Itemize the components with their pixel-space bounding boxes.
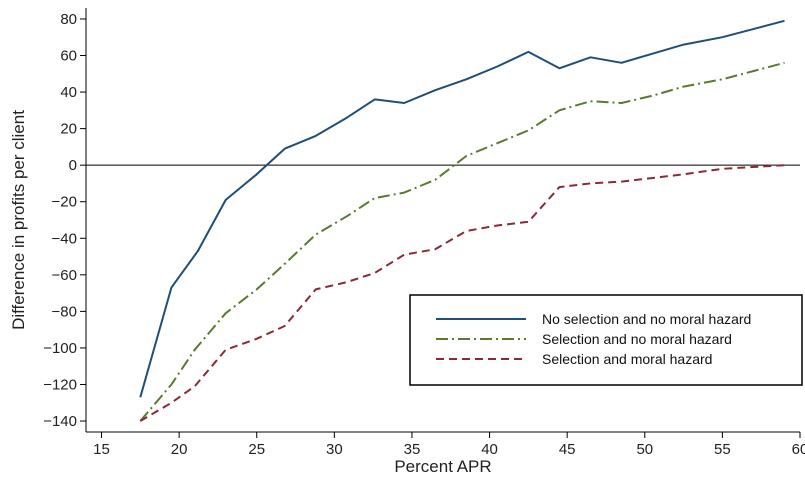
x-tick-label: 40 xyxy=(481,441,498,458)
y-tick-label: 40 xyxy=(60,84,77,101)
y-tick-label: 60 xyxy=(60,48,77,65)
legend-box xyxy=(409,294,803,386)
y-tick-label: 20 xyxy=(60,121,77,138)
legend: No selection and no moral hazard Selectio… xyxy=(409,294,803,386)
series-line-2 xyxy=(139,61,785,422)
x-tick-label: 25 xyxy=(248,441,265,458)
legend-label-1: No selection and no moral hazard xyxy=(542,311,751,327)
y-tick-label: −60 xyxy=(52,267,77,284)
series-layer xyxy=(139,19,785,422)
x-tick-label: 35 xyxy=(404,441,421,458)
legend-label-2: Selection and no moral hazard xyxy=(542,331,732,347)
y-tick-label: 0 xyxy=(69,157,77,174)
y-tick-label: 80 xyxy=(60,11,77,28)
series-line-3 xyxy=(139,164,785,422)
y-tick-label: −80 xyxy=(52,303,77,320)
series-line-1 xyxy=(139,19,785,398)
x-tick-label: 30 xyxy=(326,441,343,458)
x-axis: 15 20 25 30 35 40 45 50 55 60 xyxy=(93,432,805,458)
y-tick-label: −20 xyxy=(52,194,77,211)
y-axis-title: Difference in profits per client xyxy=(9,110,28,330)
x-tick-label: 20 xyxy=(171,441,188,458)
y-tick-label: −120 xyxy=(43,376,77,393)
x-tick-label: 15 xyxy=(93,441,110,458)
x-tick-label: 60 xyxy=(792,441,805,458)
x-axis-title: Percent APR xyxy=(394,457,491,476)
y-tick-label: −100 xyxy=(43,340,77,357)
y-axis: 80 60 40 20 0 −20 −40 −60 −80 −100 −120 −140 xyxy=(43,11,86,430)
x-tick-label: 50 xyxy=(636,441,653,458)
x-tick-label: 55 xyxy=(714,441,731,458)
y-tick-label: −140 xyxy=(43,413,77,430)
legend-label-3: Selection and moral hazard xyxy=(542,351,712,367)
y-tick-label: −40 xyxy=(52,230,77,247)
x-tick-label: 45 xyxy=(559,441,576,458)
plot-frame xyxy=(85,8,800,433)
